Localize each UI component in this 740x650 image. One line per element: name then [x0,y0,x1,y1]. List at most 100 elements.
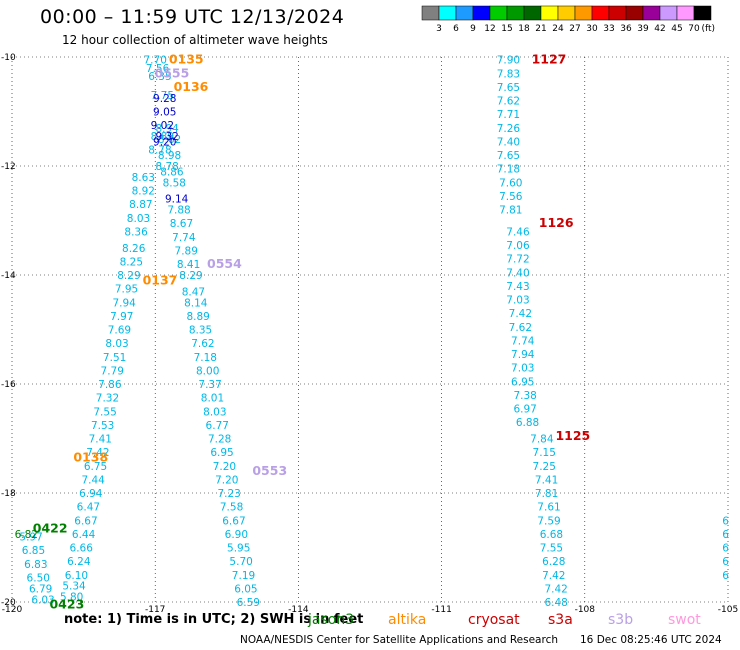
wave-height-point: 8.92 [132,186,155,198]
wave-height-point: 8.29 [179,270,202,282]
wave-height-point: 7.75 [151,90,174,102]
wave-height-point: 8.62 [158,134,181,146]
wave-height-point: 7.65 [497,82,520,94]
y-tick-label: -16 [1,380,16,390]
wave-height-point: 8.14 [184,297,208,309]
wave-height-point: 8.00 [196,365,219,377]
wave-height-point: 6.94 [79,488,103,500]
time-label: 0423 [49,597,84,612]
wave-height-point: 6.85 [22,545,45,557]
y-tick-label: -12 [1,162,16,172]
wave-height-point: 7.95 [115,284,138,296]
satellite-legend-item: swot [668,612,701,628]
wave-height-point: 7.89 [175,245,198,257]
scale-tick-label: 33 [603,24,614,34]
wave-height-point: 7.42 [544,583,567,595]
wave-height-point: 7.28 [208,434,231,446]
scale-tick-label: 12 [484,24,495,34]
wave-height-point: 7.94 [511,349,535,361]
wave-height-point: 6.44 [72,529,96,541]
wave-height-point: 6.67 [74,515,97,527]
wave-height-point: 7.55 [93,406,116,418]
wave-height-point: 7.62 [497,96,520,108]
wave-height-point: 8.26 [122,243,146,255]
wave-height-point: 7.65 [497,150,520,162]
x-tick-label: -114 [288,605,309,615]
scale-tick-label: 30 [586,24,598,34]
wave-height-point: 6.77 [206,420,229,432]
wave-height-point: 8.03 [203,406,226,418]
wave-height-point: 6.10 [65,570,88,582]
scale-tick-label: 36 [620,24,632,34]
scale-tick-label: 45 [671,24,682,34]
wave-height-point: 8.94 [155,123,179,135]
wave-height-point: 6.82 [15,529,38,541]
wave-height-point: 7.15 [533,447,556,459]
wave-height-point: 6.50 [27,572,50,584]
wave-height-point: 7.20 [215,474,238,486]
wave-height-point: 7.43 [506,281,529,293]
wave-height-point: 7.37 [198,379,221,391]
y-tick-label: -14 [1,271,16,281]
wave-height-point: 7.74 [172,232,196,244]
wave-height-point: 6.48 [544,597,567,609]
scale-unit-label: (ft) [701,24,715,34]
wave-height-point: 8.98 [158,150,181,162]
wave-height-point: 7.40 [506,267,529,279]
wave-height-point: 7.86 [98,379,122,391]
wave-height-point: 6.90 [225,529,248,541]
scale-tick-label: 39 [637,24,649,34]
wave-height-point: 5.80 [60,592,83,604]
wave-height-point: 6.75 [84,461,107,473]
x-tick-label: -111 [431,605,451,615]
scale-tick-label: 18 [518,24,530,34]
wave-height-point: 6 [722,515,729,527]
wave-height-point: 6.97 [513,404,536,416]
wave-height-point: 5.70 [229,556,252,568]
scale-tick-label: 21 [535,24,546,34]
time-label: 0138 [73,450,108,465]
wave-height-point: 8.03 [127,213,150,225]
wave-height-point: 7.18 [497,164,520,176]
wave-height-point: 7.25 [533,461,556,473]
wave-height-point: 6.47 [77,502,100,514]
wave-height-point: 8.41 [177,259,200,271]
wave-height-point: 7.70 [144,55,167,67]
footer-timestamp: 16 Dec 08:25:46 UTC 2024 [580,634,722,646]
scale-tick-label: 27 [569,24,580,34]
wave-height-point: 7.26 [497,123,521,135]
wave-height-point: 6.68 [540,529,563,541]
footer-note: note: 1) Time is in UTC; 2) SWH is in fe… [64,612,364,627]
wave-height-point: 7.61 [537,502,560,514]
wave-height-point: 8.03 [105,338,128,350]
page-title: 00:00 – 11:59 UTC 12/13/2024 [40,6,345,28]
wave-height-point: 7.79 [101,365,124,377]
time-label: 0553 [252,463,287,478]
wave-height-point: 7.23 [217,488,240,500]
time-label: 0136 [174,79,209,94]
wave-height-point: 9.32 [155,131,178,143]
wave-height-point: 7.19 [232,570,255,582]
scale-tick-label: 70 [688,24,700,34]
wave-height-point: 7.41 [89,434,112,446]
wave-height-point: 8.67 [170,218,193,230]
wave-height-point: 7.42 [509,308,532,320]
satellite-legend-item: s3a [548,612,573,628]
wave-height-point: 7.18 [194,352,217,364]
wave-height-point: 6 [722,529,729,541]
x-tick-label: -120 [2,605,23,615]
wave-height-point: 7.53 [91,420,114,432]
scale-tick-label: 42 [654,24,665,34]
wave-height-point: 7.20 [213,461,236,473]
wave-height-point: 8.29 [117,270,140,282]
y-tick-label: -18 [1,489,16,499]
time-label: 1126 [539,215,574,230]
wave-height-point: 6.95 [210,447,233,459]
wave-height-point: 8.78 [155,161,178,173]
page-subtitle: 12 hour collection of altimeter wave hei… [62,33,328,47]
wave-height-point: 8.78 [148,145,171,157]
wave-height-point: 8.86 [160,166,184,178]
wave-height-point: 7.56 [146,63,170,75]
wave-height-point: 7.62 [191,338,214,350]
time-label: 1125 [555,428,590,443]
